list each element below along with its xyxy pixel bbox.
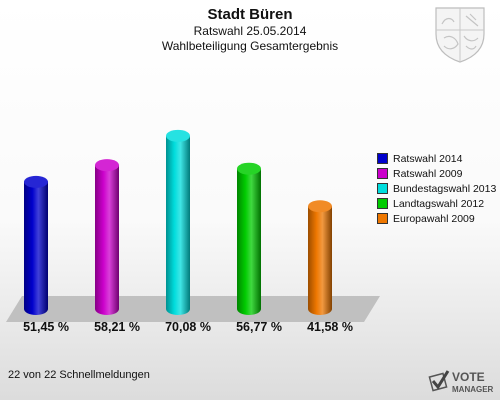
legend-item-bundestagswahl-2013: Bundestagswahl 2013 <box>377 181 496 196</box>
bar-top <box>95 159 119 172</box>
value-label: 58,21 % <box>94 320 140 334</box>
bar-top <box>166 129 190 142</box>
legend-swatch <box>377 183 388 194</box>
legend-label: Bundestagswahl 2013 <box>393 182 497 195</box>
bar-body <box>166 135 190 315</box>
bar-body <box>24 181 48 315</box>
legend-swatch <box>377 168 388 179</box>
legend-label: Europawahl 2009 <box>393 212 475 225</box>
chart-subtitle-election: Ratswahl 25.05.2014 <box>193 24 307 38</box>
bar-top <box>24 175 48 188</box>
logo-text-manager: MANAGER <box>452 385 494 394</box>
legend-item-landtagswahl-2012: Landtagswahl 2012 <box>377 196 496 211</box>
coat-of-arms-icon <box>435 7 485 63</box>
legend-label: Ratswahl 2009 <box>393 167 463 180</box>
legend-swatch <box>377 198 388 209</box>
bar-0 <box>24 175 48 315</box>
bar-top <box>237 162 261 175</box>
legend-item-europawahl-2009: Europawahl 2009 <box>377 211 496 226</box>
legend-item-ratswahl-2014: Ratswahl 2014 <box>377 151 496 166</box>
value-label: 56,77 % <box>236 320 282 334</box>
legend-item-ratswahl-2009: Ratswahl 2009 <box>377 166 496 181</box>
footer-status: 22 von 22 Schnellmeldungen <box>8 369 150 381</box>
legend-label: Ratswahl 2014 <box>393 152 463 165</box>
bar-body <box>95 165 119 315</box>
legend-label: Landtagswahl 2012 <box>393 197 485 210</box>
chart-title: Stadt Büren <box>207 6 293 23</box>
value-label: 51,45 % <box>23 320 69 334</box>
bar-1 <box>95 159 119 315</box>
value-label: 70,08 % <box>165 320 211 334</box>
logo-text-vote: VOTE <box>452 370 485 384</box>
bar-4 <box>308 200 332 315</box>
legend-swatch <box>377 153 388 164</box>
value-label: 41,58 % <box>307 320 353 334</box>
chart-legend: Ratswahl 2014 Ratswahl 2009 Bundestagswa… <box>377 151 496 226</box>
bar-body <box>237 168 261 315</box>
vote-manager-logo: VOTE MANAGER <box>428 370 494 394</box>
bar-body <box>308 206 332 315</box>
bar-2 <box>166 129 190 315</box>
bar-top <box>308 200 332 213</box>
chart-subtitle-turnout: Wahlbeteiligung Gesamtergebnis <box>161 39 339 53</box>
checkmark-ballot-icon <box>428 370 450 392</box>
legend-swatch <box>377 213 388 224</box>
bar-3 <box>237 162 261 315</box>
